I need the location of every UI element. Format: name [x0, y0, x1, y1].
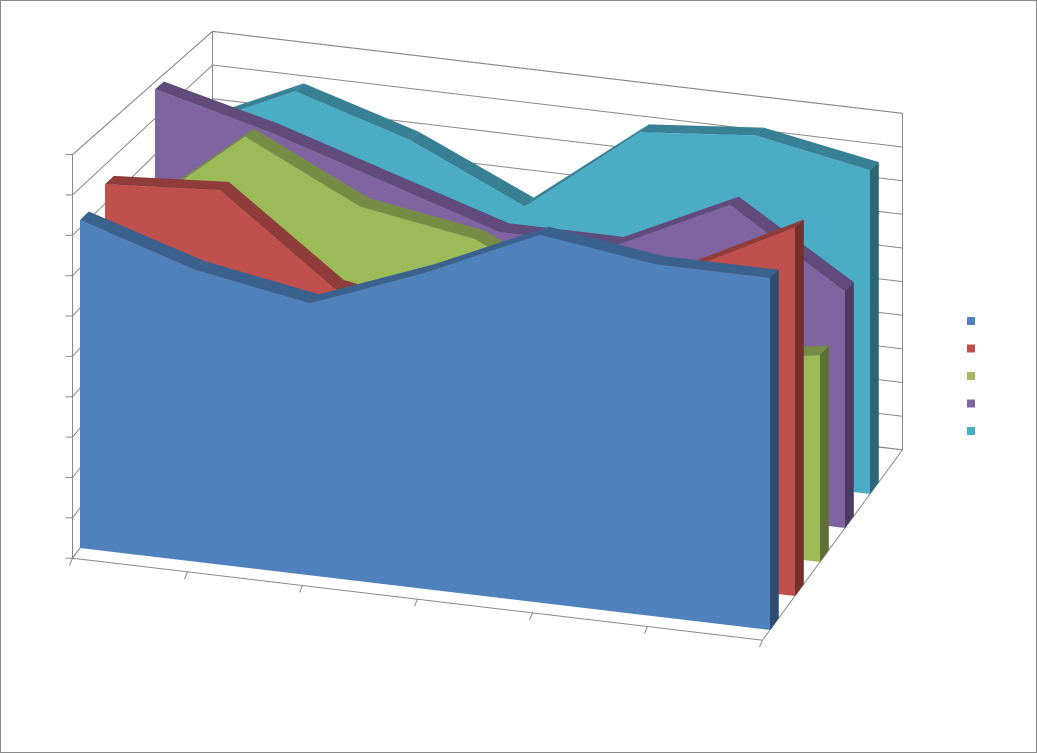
x-tick-mark	[529, 612, 533, 621]
area-top	[310, 264, 434, 304]
x-tick-mark	[644, 626, 648, 634]
x-tick-mark	[69, 558, 73, 566]
legend-swatch	[967, 317, 975, 325]
area-top	[360, 198, 484, 239]
x-tick-mark	[184, 571, 188, 580]
area-top	[640, 124, 764, 136]
area-top	[220, 181, 344, 290]
x-tick-mark	[414, 599, 418, 607]
grid-line	[72, 30, 903, 155]
area-top	[655, 256, 779, 278]
area-top	[270, 123, 394, 183]
area-top	[80, 211, 204, 270]
x-tick-mark	[299, 585, 303, 593]
area-top	[680, 219, 804, 272]
area	[80, 220, 770, 630]
grid-line	[72, 64, 903, 196]
area-side	[820, 345, 829, 562]
area-top	[425, 226, 549, 273]
area-top	[410, 131, 534, 207]
area-top	[105, 175, 229, 191]
area-top	[195, 260, 319, 304]
legend-swatch	[967, 344, 975, 353]
area-top	[245, 128, 369, 207]
x-tick-mark	[759, 640, 763, 648]
area-side	[795, 219, 804, 596]
area-side	[870, 162, 879, 494]
legend-swatch	[967, 427, 975, 435]
area-top	[385, 173, 509, 233]
series-area	[80, 211, 779, 630]
area-top	[295, 83, 419, 141]
legend-swatch	[967, 399, 975, 408]
area-top	[540, 226, 664, 265]
area-top	[525, 124, 649, 207]
area-side	[770, 269, 779, 630]
area-side	[845, 282, 854, 528]
area-top	[615, 196, 739, 246]
area-top	[155, 81, 279, 133]
legend-swatch	[967, 372, 975, 380]
area-top	[755, 127, 879, 171]
